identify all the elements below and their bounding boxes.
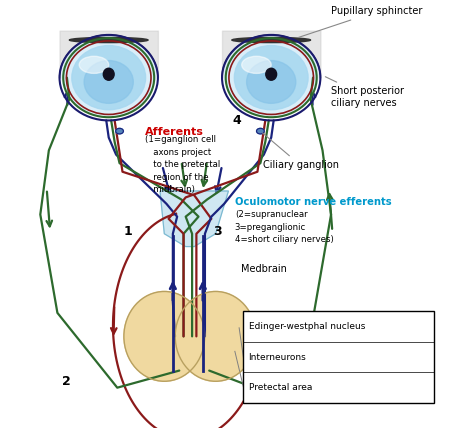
Text: 3: 3	[213, 225, 222, 238]
Text: Oculomotor nerve efferents: Oculomotor nerve efferents	[235, 197, 392, 207]
Text: Ciliary ganglion: Ciliary ganglion	[263, 133, 338, 170]
Ellipse shape	[222, 35, 320, 121]
Text: Interneurons: Interneurons	[248, 353, 306, 362]
Text: Medbrain: Medbrain	[241, 264, 287, 275]
Text: (2=supranuclear
3=preganglionic
4=short ciliary nerves): (2=supranuclear 3=preganglionic 4=short …	[235, 210, 334, 244]
Ellipse shape	[116, 128, 123, 134]
Ellipse shape	[225, 36, 318, 115]
Ellipse shape	[72, 45, 146, 110]
Ellipse shape	[60, 35, 158, 121]
Text: Edinger-westphal nucleus: Edinger-westphal nucleus	[248, 322, 365, 331]
Ellipse shape	[256, 128, 264, 134]
Text: 1: 1	[124, 225, 132, 238]
Ellipse shape	[266, 68, 277, 80]
Ellipse shape	[124, 291, 205, 381]
Text: (1=ganglion cell
   axons project
   to the pretectal
   region of the
   midbra: (1=ganglion cell axons project to the pr…	[145, 136, 220, 194]
Ellipse shape	[234, 45, 308, 110]
Ellipse shape	[69, 37, 148, 42]
Ellipse shape	[232, 37, 310, 42]
Ellipse shape	[79, 56, 109, 73]
Text: Pretectal area: Pretectal area	[248, 383, 312, 392]
Polygon shape	[160, 191, 228, 247]
Text: 4: 4	[233, 114, 241, 127]
Text: Short posterior
ciliary nerves: Short posterior ciliary nerves	[325, 77, 404, 108]
Ellipse shape	[103, 68, 114, 80]
Ellipse shape	[62, 36, 155, 115]
FancyBboxPatch shape	[244, 311, 434, 403]
Text: Pupillary sphincter: Pupillary sphincter	[299, 6, 422, 37]
Text: Afferents: Afferents	[145, 127, 204, 137]
Ellipse shape	[84, 60, 133, 103]
Ellipse shape	[242, 56, 271, 73]
Text: 2: 2	[62, 375, 70, 388]
Ellipse shape	[246, 60, 296, 103]
Ellipse shape	[175, 291, 256, 381]
